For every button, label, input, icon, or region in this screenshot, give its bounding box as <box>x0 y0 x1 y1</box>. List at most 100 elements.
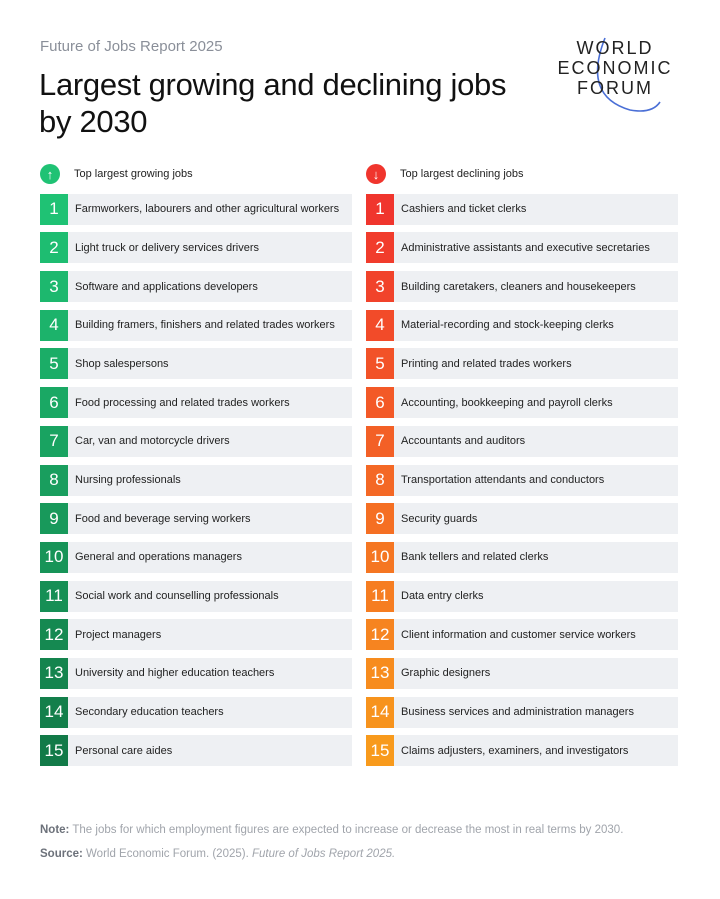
job-title: Shop salespersons <box>68 348 352 380</box>
declining-job-row: 2 Administrative assistants and executive… <box>366 232 678 264</box>
job-title: Accountants and auditors <box>394 425 678 457</box>
job-title: Security guards <box>394 503 678 535</box>
rank-number: 4 <box>366 309 394 341</box>
growing-job-row: 15 Personal care aides <box>40 735 352 767</box>
growing-jobs-list: ↑ Top largest growing jobs 1 Farmworkers,… <box>40 162 352 767</box>
declining-job-row: 15 Claims adjusters, examiners, and inves… <box>366 735 678 767</box>
rank-number: 14 <box>40 696 68 728</box>
declining-job-row: 14 Business services and administration m… <box>366 696 678 728</box>
declining-job-row: 9 Security guards <box>366 503 678 535</box>
job-title: Building caretakers, cleaners and housek… <box>394 271 678 303</box>
rank-number: 12 <box>366 619 394 651</box>
rank-number: 6 <box>40 387 68 419</box>
declining-job-row: 13 Graphic designers <box>366 657 678 689</box>
rank-number: 15 <box>40 735 68 767</box>
growing-job-row: 10 General and operations managers <box>40 541 352 573</box>
rank-number: 5 <box>40 348 68 380</box>
rank-number: 10 <box>40 541 68 573</box>
growing-job-row: 2 Light truck or delivery services driver… <box>40 232 352 264</box>
source: Source: World Economic Forum. (2025). Fu… <box>40 848 396 860</box>
job-title: Client information and customer service … <box>394 619 678 651</box>
rank-number: 6 <box>366 387 394 419</box>
growing-job-row: 11 Social work and counselling profession… <box>40 580 352 612</box>
rank-number: 1 <box>366 193 394 225</box>
rank-number: 7 <box>40 425 68 457</box>
declining-job-row: 5 Printing and related trades workers <box>366 348 678 380</box>
rank-number: 11 <box>366 580 394 612</box>
growing-job-row: 13 University and higher education teache… <box>40 657 352 689</box>
logo-line: ECONOMIC <box>557 58 673 78</box>
job-title: Secondary education teachers <box>68 696 352 728</box>
growing-job-row: 1 Farmworkers, labourers and other agricu… <box>40 193 352 225</box>
rank-number: 15 <box>366 735 394 767</box>
job-title: Social work and counselling professional… <box>68 580 352 612</box>
job-title: Light truck or delivery services drivers <box>68 232 352 264</box>
rank-number: 14 <box>366 696 394 728</box>
rank-number: 8 <box>366 464 394 496</box>
job-title: Claims adjusters, examiners, and investi… <box>394 735 678 767</box>
growing-header: ↑ Top largest growing jobs <box>40 162 352 186</box>
job-title: Bank tellers and related clerks <box>394 541 678 573</box>
rank-number: 5 <box>366 348 394 380</box>
declining-job-row: 7 Accountants and auditors <box>366 425 678 457</box>
declining-job-row: 4 Material-recording and stock-keeping cl… <box>366 309 678 341</box>
job-title: Software and applications developers <box>68 271 352 303</box>
job-title: Data entry clerks <box>394 580 678 612</box>
rank-number: 8 <box>40 464 68 496</box>
declining-job-row: 8 Transportation attendants and conductor… <box>366 464 678 496</box>
declining-job-row: 12 Client information and customer servic… <box>366 619 678 651</box>
declining-jobs-list: ↓ Top largest declining jobs 1 Cashiers a… <box>366 162 678 767</box>
growing-job-row: 5 Shop salespersons <box>40 348 352 380</box>
job-title: Administrative assistants and executive … <box>394 232 678 264</box>
rank-number: 13 <box>40 657 68 689</box>
page-title: Largest growing and declining jobs by 20… <box>39 67 507 139</box>
declining-job-row: 10 Bank tellers and related clerks <box>366 541 678 573</box>
growing-heading: Top largest growing jobs <box>74 168 193 180</box>
logo-line: WORLD <box>576 38 654 58</box>
arrow-down-icon: ↓ <box>366 164 386 184</box>
job-title: General and operations managers <box>68 541 352 573</box>
rank-number: 9 <box>40 503 68 535</box>
job-title: Food processing and related trades worke… <box>68 387 352 419</box>
growing-job-row: 9 Food and beverage serving workers <box>40 503 352 535</box>
logo-line: FORUM <box>577 78 653 98</box>
rank-number: 13 <box>366 657 394 689</box>
arrow-up-icon: ↑ <box>40 164 60 184</box>
rank-number: 2 <box>40 232 68 264</box>
job-title: Transportation attendants and conductors <box>394 464 678 496</box>
report-kicker: Future of Jobs Report 2025 <box>40 38 223 55</box>
rank-number: 3 <box>366 271 394 303</box>
declining-header: ↓ Top largest declining jobs <box>366 162 678 186</box>
logo-arc <box>596 37 661 112</box>
growing-job-row: 8 Nursing professionals <box>40 464 352 496</box>
job-title: Cashiers and ticket clerks <box>394 193 678 225</box>
growing-job-row: 7 Car, van and motorcycle drivers <box>40 425 352 457</box>
rank-number: 3 <box>40 271 68 303</box>
rank-number: 11 <box>40 580 68 612</box>
declining-job-row: 1 Cashiers and ticket clerks <box>366 193 678 225</box>
job-title: Building framers, finishers and related … <box>68 309 352 341</box>
declining-job-row: 11 Data entry clerks <box>366 580 678 612</box>
job-title: Nursing professionals <box>68 464 352 496</box>
job-title: Material-recording and stock-keeping cle… <box>394 309 678 341</box>
job-title: Car, van and motorcycle drivers <box>68 425 352 457</box>
job-title: Project managers <box>68 619 352 651</box>
job-title: University and higher education teachers <box>68 657 352 689</box>
job-title: Farmworkers, labourers and other agricul… <box>68 193 352 225</box>
job-title: Food and beverage serving workers <box>68 503 352 535</box>
growing-job-row: 3 Software and applications developers <box>40 271 352 303</box>
declining-job-row: 3 Building caretakers, cleaners and house… <box>366 271 678 303</box>
growing-job-row: 4 Building framers, finishers and related… <box>40 309 352 341</box>
declining-heading: Top largest declining jobs <box>400 168 524 180</box>
rank-number: 4 <box>40 309 68 341</box>
rank-number: 9 <box>366 503 394 535</box>
job-title: Graphic designers <box>394 657 678 689</box>
declining-job-row: 6 Accounting, bookkeeping and payroll cle… <box>366 387 678 419</box>
job-title: Accounting, bookkeeping and payroll cler… <box>394 387 678 419</box>
wef-logo: WORLD ECONOMIC FORUM <box>558 36 690 116</box>
rank-number: 7 <box>366 425 394 457</box>
note: Note: The jobs for which employment figu… <box>40 824 624 836</box>
growing-job-row: 12 Project managers <box>40 619 352 651</box>
rank-number: 12 <box>40 619 68 651</box>
